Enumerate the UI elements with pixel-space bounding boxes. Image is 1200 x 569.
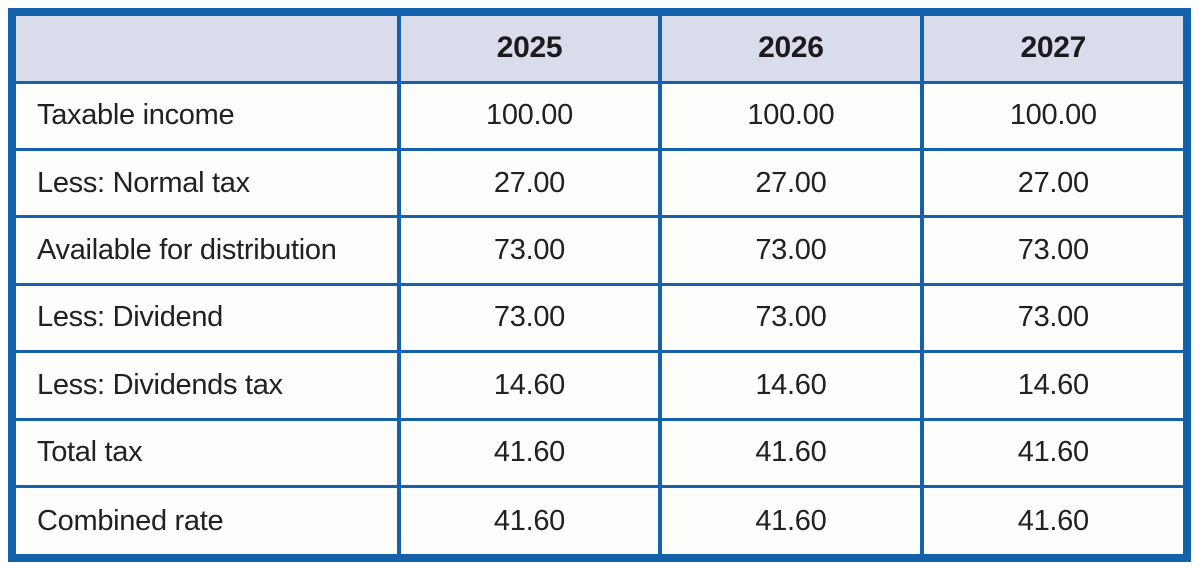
row-label: Taxable income (16, 80, 399, 150)
cell-value: 73.00 (658, 215, 922, 285)
row-label: Total tax (16, 417, 399, 487)
cell-value: 27.00 (919, 147, 1183, 217)
header-year-2026: 2026 (658, 16, 922, 82)
table-row-dividend: Less: Dividend 73.00 73.00 73.00 (16, 282, 1183, 352)
row-label: Less: Normal tax (16, 147, 399, 217)
table-outer-frame: 2025 2026 2027 Taxable income 100.00 100… (8, 8, 1191, 562)
tax-comparison-table: 2025 2026 2027 Taxable income 100.00 100… (16, 16, 1183, 554)
table-row-combined-rate: Combined rate 41.60 41.60 41.60 (16, 485, 1183, 554)
cell-value: 27.00 (396, 147, 661, 217)
header-empty-cell (16, 16, 399, 82)
cell-value: 27.00 (658, 147, 922, 217)
table-row-taxable-income: Taxable income 100.00 100.00 100.00 (16, 80, 1183, 150)
cell-value: 100.00 (396, 80, 661, 150)
cell-value: 14.60 (396, 350, 661, 420)
cell-value: 41.60 (919, 417, 1183, 487)
cell-value: 73.00 (396, 282, 661, 352)
cell-value: 41.60 (396, 417, 661, 487)
row-label: Less: Dividends tax (16, 350, 399, 420)
header-row: 2025 2026 2027 (16, 16, 1183, 82)
header-year-2027: 2027 (919, 16, 1183, 82)
cell-value: 100.00 (658, 80, 922, 150)
cell-value: 41.60 (396, 485, 661, 554)
row-label: Less: Dividend (16, 282, 399, 352)
table-row-dividends-tax: Less: Dividends tax 14.60 14.60 14.60 (16, 350, 1183, 420)
cell-value: 41.60 (658, 417, 922, 487)
table-row-available-for-distribution: Available for distribution 73.00 73.00 7… (16, 215, 1183, 285)
table-row-total-tax: Total tax 41.60 41.60 41.60 (16, 417, 1183, 487)
header-year-2025: 2025 (396, 16, 661, 82)
cell-value: 73.00 (919, 282, 1183, 352)
table-row-normal-tax: Less: Normal tax 27.00 27.00 27.00 (16, 147, 1183, 217)
cell-value: 14.60 (658, 350, 922, 420)
cell-value: 73.00 (396, 215, 661, 285)
cell-value: 41.60 (658, 485, 922, 554)
row-label: Available for distribution (16, 215, 399, 285)
cell-value: 73.00 (658, 282, 922, 352)
row-label: Combined rate (16, 485, 399, 554)
cell-value: 73.00 (919, 215, 1183, 285)
cell-value: 14.60 (919, 350, 1183, 420)
cell-value: 100.00 (919, 80, 1183, 150)
cell-value: 41.60 (919, 485, 1183, 554)
